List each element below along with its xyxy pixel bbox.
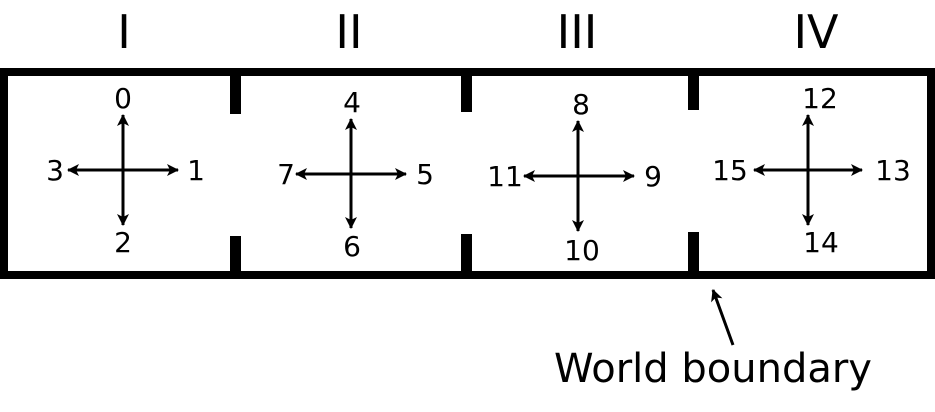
divider-bottom-2 bbox=[461, 234, 472, 275]
direction-label-8: 8 bbox=[572, 88, 590, 121]
room-label-ii: II bbox=[335, 5, 362, 59]
room-iv-arrows bbox=[753, 114, 863, 226]
direction-label-4: 4 bbox=[343, 86, 361, 119]
room-dividers bbox=[230, 72, 699, 275]
boundary-pointer-arrow bbox=[711, 289, 735, 346]
divider-top-2 bbox=[461, 72, 472, 112]
direction-label-2: 2 bbox=[114, 226, 132, 259]
direction-label-12: 12 bbox=[802, 82, 838, 115]
direction-label-0: 0 bbox=[114, 82, 132, 115]
direction-label-3: 3 bbox=[46, 154, 64, 187]
direction-label-11: 11 bbox=[487, 160, 523, 193]
world-boundary-caption: World boundary bbox=[554, 346, 872, 392]
room-label-i: I bbox=[117, 5, 131, 59]
divider-top-3 bbox=[688, 72, 699, 110]
direction-label-15: 15 bbox=[712, 154, 748, 187]
room-i-arrows bbox=[67, 114, 179, 226]
direction-label-13: 13 bbox=[875, 154, 911, 187]
direction-label-14: 14 bbox=[803, 226, 839, 259]
direction-label-9: 9 bbox=[644, 160, 662, 193]
room-label-iii: III bbox=[557, 5, 598, 59]
room-iii-arrows bbox=[523, 120, 635, 232]
divider-bottom-3 bbox=[688, 232, 699, 275]
room-label-iv: IV bbox=[793, 5, 839, 59]
direction-label-6: 6 bbox=[343, 230, 361, 263]
room-ii-arrows bbox=[295, 118, 407, 229]
direction-label-10: 10 bbox=[564, 234, 600, 267]
divider-bottom-1 bbox=[230, 236, 241, 275]
direction-label-5: 5 bbox=[416, 158, 434, 191]
direction-label-1: 1 bbox=[187, 154, 205, 187]
divider-top-1 bbox=[230, 72, 241, 114]
direction-label-7: 7 bbox=[277, 158, 295, 191]
